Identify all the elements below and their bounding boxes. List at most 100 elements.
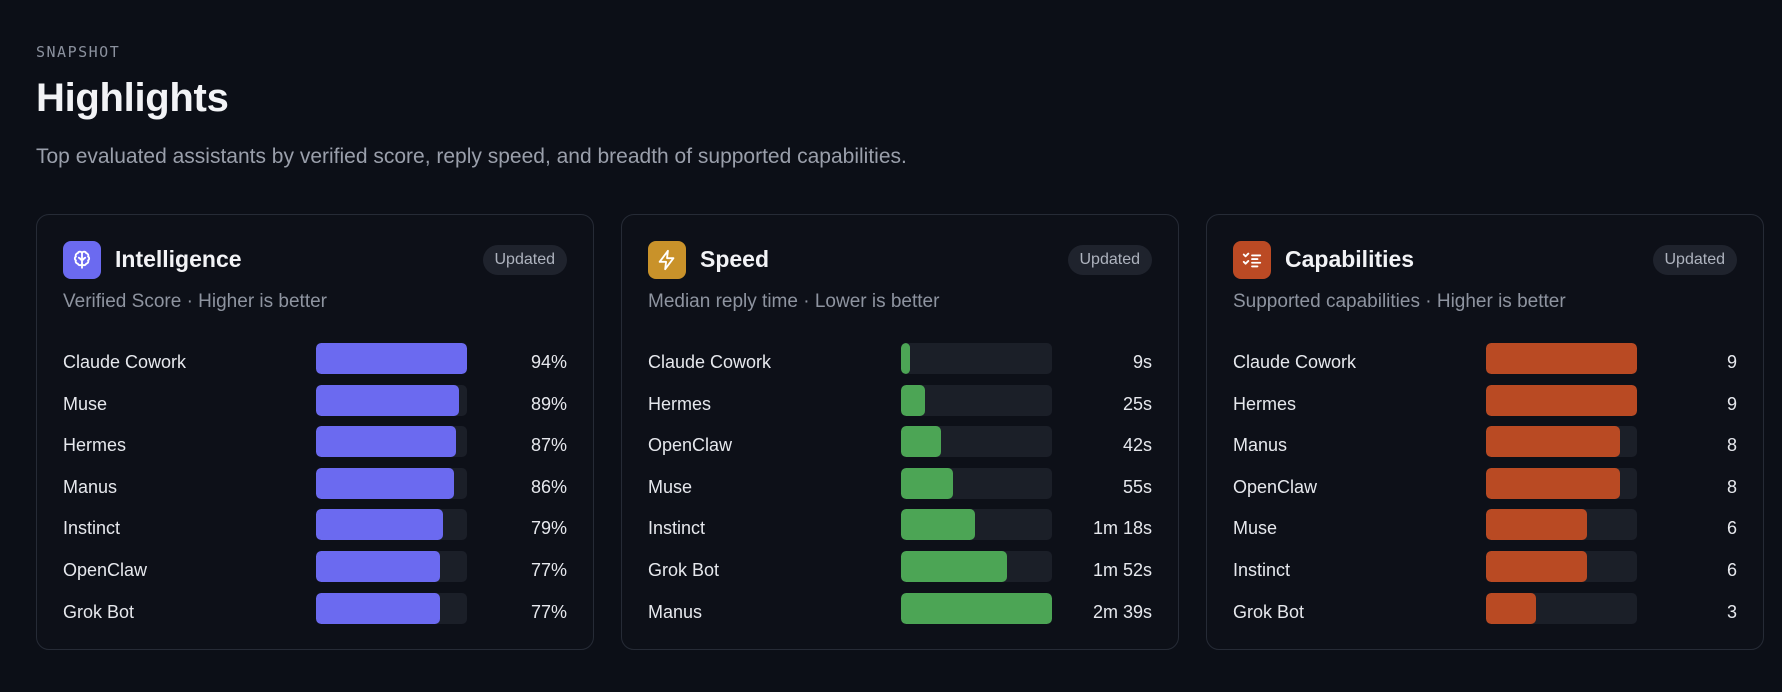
bar-track <box>316 550 467 582</box>
metric-value: 89% <box>530 393 567 414</box>
metric-value: 77% <box>530 601 567 622</box>
ranking-row: OpenClaw 42s <box>648 426 1152 468</box>
assistant-name: Claude Cowork <box>63 352 187 372</box>
ranking-row: Claude Cowork 94% <box>63 343 567 385</box>
metric-value: 9 <box>1726 393 1737 414</box>
metric-value: 79% <box>530 518 567 539</box>
ranking-list: Claude Cowork 9s Hermes 25s OpenClaw 42s… <box>648 343 1152 634</box>
card-subtitle: Supported capabilities · Higher is bette… <box>1233 291 1566 312</box>
bar-track <box>901 592 1052 624</box>
bar-track <box>1486 467 1637 499</box>
bar-fill <box>1486 343 1637 374</box>
assistant-name: Muse <box>1233 518 1278 539</box>
lightning-icon <box>648 241 686 279</box>
metric-value: 6 <box>1726 518 1737 539</box>
intelligence-card: Intelligence Updated Verified Score · Hi… <box>36 214 594 650</box>
bar-track <box>316 467 467 499</box>
metric-value: 86% <box>530 476 567 497</box>
ranking-row: Hermes 9 <box>1233 384 1737 427</box>
metric-value: 87% <box>530 435 567 456</box>
card-title: Speed <box>700 246 770 272</box>
bar-track <box>316 426 467 458</box>
bar-track <box>316 343 467 374</box>
metric-value: 9s <box>1132 352 1152 372</box>
bar-fill <box>901 592 1052 624</box>
ranking-row: Muse 55s <box>648 467 1152 510</box>
metric-value: 8 <box>1726 476 1737 497</box>
assistant-name: Instinct <box>1233 559 1291 580</box>
bar-track <box>901 509 1052 541</box>
ranking-row: Muse 6 <box>1233 509 1737 551</box>
bar-track <box>316 509 467 541</box>
metric-value: 9 <box>1726 352 1737 372</box>
bar-fill <box>1486 550 1587 582</box>
speed-card: Speed Updated Median reply time · Lower … <box>621 214 1179 650</box>
bar-track <box>901 467 1052 499</box>
bar-track <box>901 384 1052 416</box>
ranking-row: Instinct 1m 18s <box>648 509 1152 551</box>
ranking-row: Grok Bot 77% <box>63 592 567 635</box>
page-subtitle: Top evaluated assistants by verified sco… <box>36 145 907 168</box>
ranking-row: Hermes 25s <box>648 384 1152 427</box>
card-subtitle: Verified Score · Higher is better <box>63 291 328 312</box>
bar-fill <box>316 467 455 499</box>
bar-track <box>1486 343 1637 374</box>
bar-track <box>316 592 467 624</box>
metric-value: 55s <box>1122 476 1152 497</box>
capabilities-card: Capabilities Updated Supported capabilit… <box>1206 214 1764 650</box>
metric-value: 25s <box>1122 393 1152 414</box>
assistant-name: Muse <box>63 393 108 414</box>
bar-fill <box>316 592 440 624</box>
metric-value: 1m 18s <box>1092 518 1152 539</box>
updated-badge: Updated <box>1652 245 1737 275</box>
ranking-row: OpenClaw 77% <box>63 550 567 593</box>
bar-track <box>1486 384 1637 416</box>
assistant-name: Hermes <box>63 435 127 456</box>
ranking-list: Claude Cowork 94% Muse 89% Hermes 87% Ma… <box>63 343 567 634</box>
card-title: Intelligence <box>115 246 242 272</box>
bar-track <box>1486 426 1637 458</box>
ranking-list: Claude Cowork 9 Hermes 9 Manus 8 OpenCla… <box>1233 343 1737 634</box>
assistant-name: OpenClaw <box>1233 476 1318 497</box>
ranking-row: Instinct 6 <box>1233 550 1737 593</box>
card-title: Capabilities <box>1285 246 1415 272</box>
bar-fill <box>316 343 467 374</box>
bar-fill <box>901 426 941 458</box>
checklist-icon <box>1233 241 1271 279</box>
assistant-name: Muse <box>648 476 693 497</box>
ranking-row: Claude Cowork 9 <box>1233 343 1737 385</box>
ranking-row: Claude Cowork 9s <box>648 343 1152 385</box>
assistant-name: Claude Cowork <box>648 352 772 372</box>
assistant-name: OpenClaw <box>648 435 733 456</box>
ranking-row: Manus 8 <box>1233 426 1737 468</box>
assistant-name: Manus <box>63 476 118 497</box>
bar-fill <box>316 550 440 582</box>
ranking-row: Muse 89% <box>63 384 567 427</box>
bar-fill <box>901 550 1008 582</box>
bar-fill <box>901 384 925 416</box>
ranking-row: Instinct 79% <box>63 509 567 551</box>
bar-track <box>316 384 467 416</box>
updated-badge: Updated <box>1067 245 1152 275</box>
bar-fill <box>1486 467 1621 499</box>
assistant-name: Hermes <box>648 393 712 414</box>
ranking-row: Manus 2m 39s <box>648 592 1152 635</box>
bar-fill <box>901 343 910 374</box>
bar-track <box>901 426 1052 458</box>
ranking-row: Grok Bot 1m 52s <box>648 550 1152 593</box>
bar-fill <box>316 509 443 541</box>
bar-fill <box>1486 426 1621 458</box>
bar-track <box>1486 550 1637 582</box>
assistant-name: Manus <box>648 601 703 622</box>
ranking-row: Manus 86% <box>63 467 567 510</box>
metric-value: 1m 52s <box>1092 559 1152 580</box>
metric-value: 42s <box>1122 435 1152 456</box>
assistant-name: Claude Cowork <box>1233 352 1357 372</box>
assistant-name: Hermes <box>1233 393 1297 414</box>
updated-badge: Updated <box>482 245 567 275</box>
ranking-row: Hermes 87% <box>63 426 567 468</box>
metric-value: 6 <box>1726 559 1737 580</box>
assistant-name: Grok Bot <box>63 601 135 622</box>
section-eyebrow: SNAPSHOT <box>36 43 121 61</box>
ranking-row: Grok Bot 3 <box>1233 592 1737 635</box>
